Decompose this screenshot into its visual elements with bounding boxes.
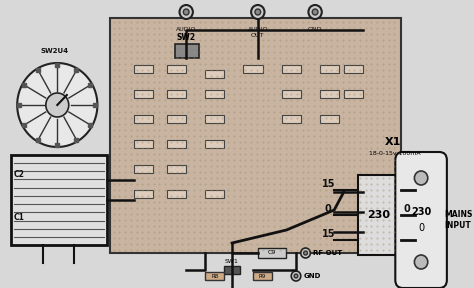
- FancyBboxPatch shape: [205, 115, 224, 123]
- FancyBboxPatch shape: [205, 90, 224, 98]
- FancyBboxPatch shape: [11, 155, 107, 245]
- FancyBboxPatch shape: [205, 70, 224, 78]
- FancyBboxPatch shape: [134, 140, 153, 148]
- Text: GND: GND: [308, 27, 322, 32]
- Text: 0: 0: [404, 204, 410, 214]
- FancyBboxPatch shape: [282, 90, 301, 98]
- FancyBboxPatch shape: [282, 115, 301, 123]
- FancyBboxPatch shape: [320, 65, 339, 73]
- Text: R8: R8: [211, 274, 219, 278]
- Text: R9: R9: [259, 274, 266, 278]
- Text: SW1: SW1: [225, 259, 239, 264]
- FancyBboxPatch shape: [244, 65, 263, 73]
- FancyBboxPatch shape: [395, 152, 447, 288]
- Circle shape: [183, 9, 189, 15]
- Text: AUDIO
OUT: AUDIO OUT: [247, 27, 268, 38]
- Circle shape: [291, 271, 301, 281]
- FancyBboxPatch shape: [134, 90, 153, 98]
- Circle shape: [414, 171, 428, 185]
- Text: 230: 230: [411, 207, 431, 217]
- Text: 15: 15: [322, 229, 335, 239]
- FancyBboxPatch shape: [253, 272, 272, 280]
- Text: 0: 0: [418, 223, 424, 233]
- Text: SW2: SW2: [177, 33, 196, 42]
- FancyBboxPatch shape: [134, 165, 153, 173]
- FancyBboxPatch shape: [205, 190, 224, 198]
- FancyBboxPatch shape: [320, 90, 339, 98]
- Text: SW2U4: SW2U4: [40, 48, 68, 54]
- Text: 15: 15: [322, 179, 335, 189]
- FancyBboxPatch shape: [175, 44, 199, 58]
- Circle shape: [304, 251, 308, 255]
- Circle shape: [255, 9, 261, 15]
- FancyBboxPatch shape: [167, 140, 186, 148]
- Circle shape: [312, 9, 318, 15]
- FancyBboxPatch shape: [167, 165, 186, 173]
- FancyBboxPatch shape: [205, 272, 224, 280]
- Circle shape: [46, 93, 69, 117]
- FancyBboxPatch shape: [167, 115, 186, 123]
- Circle shape: [309, 5, 322, 19]
- Text: C1: C1: [13, 213, 24, 222]
- Circle shape: [251, 5, 264, 19]
- FancyBboxPatch shape: [258, 248, 286, 258]
- FancyBboxPatch shape: [344, 90, 363, 98]
- FancyBboxPatch shape: [134, 190, 153, 198]
- FancyBboxPatch shape: [358, 175, 401, 255]
- FancyBboxPatch shape: [320, 115, 339, 123]
- FancyBboxPatch shape: [134, 65, 153, 73]
- FancyBboxPatch shape: [167, 190, 186, 198]
- Text: MAINS
INPUT: MAINS INPUT: [444, 210, 473, 230]
- Text: 0: 0: [325, 204, 331, 214]
- Circle shape: [301, 248, 310, 258]
- FancyBboxPatch shape: [167, 90, 186, 98]
- Text: X1: X1: [385, 137, 401, 147]
- Text: C2: C2: [13, 170, 24, 179]
- Circle shape: [294, 274, 298, 278]
- FancyBboxPatch shape: [110, 18, 401, 253]
- Text: C9: C9: [268, 251, 276, 255]
- Text: GND: GND: [304, 273, 321, 279]
- Circle shape: [17, 63, 97, 147]
- FancyBboxPatch shape: [344, 65, 363, 73]
- FancyBboxPatch shape: [167, 65, 186, 73]
- FancyBboxPatch shape: [282, 65, 301, 73]
- Text: 18-0-15v 100mA: 18-0-15v 100mA: [370, 151, 421, 156]
- Text: AUDIO
IN: AUDIO IN: [176, 27, 196, 38]
- Text: 230: 230: [367, 210, 391, 220]
- Circle shape: [414, 255, 428, 269]
- FancyBboxPatch shape: [224, 266, 240, 274]
- Text: RF OUT: RF OUT: [313, 250, 342, 256]
- FancyBboxPatch shape: [134, 115, 153, 123]
- Circle shape: [180, 5, 193, 19]
- FancyBboxPatch shape: [205, 140, 224, 148]
